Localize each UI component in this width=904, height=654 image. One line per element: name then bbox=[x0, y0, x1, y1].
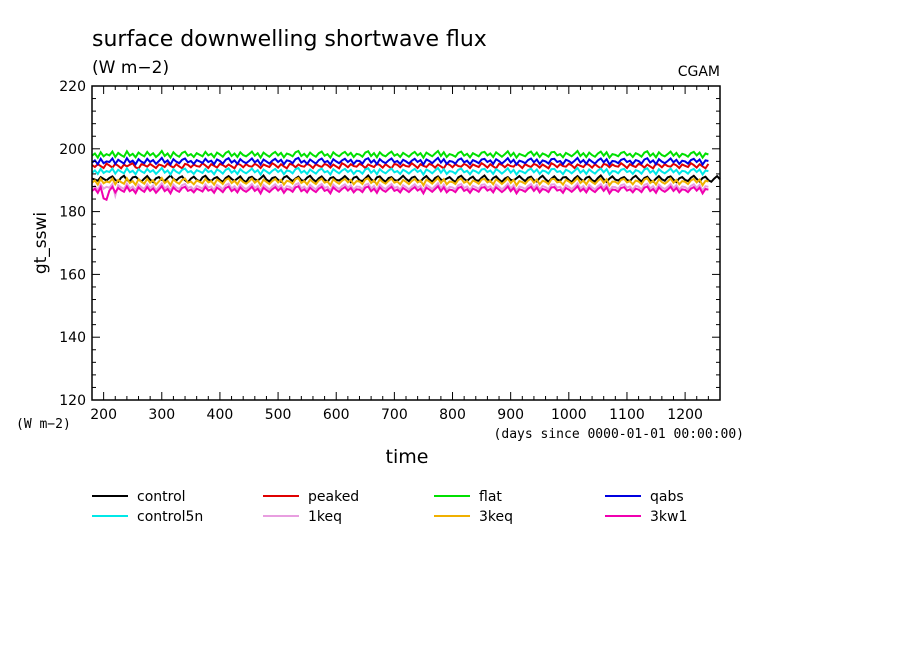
x-axis-label: time bbox=[386, 446, 429, 468]
y-axis: 120 140 160 180 200 220 bbox=[59, 79, 720, 409]
legend-label-control5n: control5n bbox=[137, 509, 203, 525]
source-label: CGAM bbox=[678, 64, 720, 80]
plot-series bbox=[91, 149, 721, 202]
x-tick-label: 800 bbox=[439, 407, 466, 423]
chart-title: surface downwelling shortwave flux bbox=[92, 27, 487, 52]
y-tick-label: 200 bbox=[59, 142, 86, 158]
legend: control peaked flat qabs control5n 1keq 3keq 3k… bbox=[92, 489, 687, 525]
series-line-4 bbox=[91, 166, 709, 177]
legend-label-3kw1: 3kw1 bbox=[650, 509, 687, 525]
series-line-6 bbox=[91, 176, 709, 188]
y-axis-units: (W m−2) bbox=[16, 417, 71, 432]
x-tick-label: 1000 bbox=[551, 407, 587, 423]
x-tick-label: 600 bbox=[323, 407, 350, 423]
x-axis-units: (days since 0000-01-01 00:00:00) bbox=[494, 427, 744, 442]
series-line-5 bbox=[91, 181, 709, 200]
y-tick-label: 140 bbox=[59, 330, 86, 346]
legend-label-peaked: peaked bbox=[308, 489, 359, 505]
legend-label-flat: flat bbox=[479, 489, 502, 505]
legend-label-qabs: qabs bbox=[650, 489, 684, 505]
legend-label-1keq: 1keq bbox=[308, 509, 342, 525]
x-axis: 200 300 400 500 600 700 800 900 1000 1100 1200 bbox=[90, 86, 721, 423]
legend-label-control: control bbox=[137, 489, 186, 505]
series-line-1 bbox=[91, 161, 710, 170]
legend-label-3keq: 3keq bbox=[479, 509, 513, 525]
y-axis-label: gt_sswi bbox=[31, 212, 51, 274]
series-line-2 bbox=[91, 149, 709, 160]
x-tick-label: 300 bbox=[148, 407, 175, 423]
x-tick-label: 700 bbox=[381, 407, 408, 423]
plot-frame bbox=[91, 85, 721, 401]
x-tick-label: 1100 bbox=[609, 407, 645, 423]
y-tick-label: 180 bbox=[59, 205, 86, 221]
x-tick-label: 1200 bbox=[667, 407, 703, 423]
x-tick-label: 200 bbox=[90, 407, 117, 423]
series-line-3 bbox=[91, 156, 709, 167]
x-tick-label: 900 bbox=[497, 407, 524, 423]
y-tick-label: 160 bbox=[59, 267, 86, 283]
x-tick-label: 500 bbox=[265, 407, 292, 423]
x-tick-label: 400 bbox=[207, 407, 234, 423]
y-tick-label: 220 bbox=[59, 79, 86, 95]
series-line-7 bbox=[91, 184, 709, 202]
chart-subtitle: (W m−2) bbox=[92, 58, 169, 78]
y-tick-label: 120 bbox=[59, 393, 86, 409]
